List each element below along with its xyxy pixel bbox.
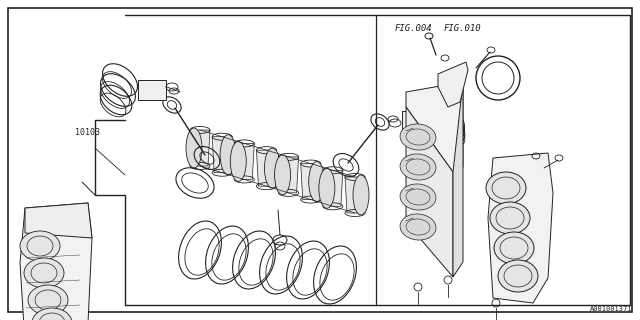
Ellipse shape [220,135,236,175]
Text: 10103: 10103 [75,128,100,137]
Polygon shape [488,153,553,303]
Polygon shape [453,82,463,277]
Text: FIG.004: FIG.004 [395,24,433,33]
Ellipse shape [400,184,436,210]
Ellipse shape [32,308,72,320]
Polygon shape [345,177,365,213]
Ellipse shape [319,168,335,208]
Polygon shape [278,157,299,193]
Ellipse shape [20,231,60,261]
Ellipse shape [400,214,436,240]
Polygon shape [20,203,92,320]
Polygon shape [402,111,428,129]
Ellipse shape [486,172,526,204]
Ellipse shape [400,154,436,180]
Polygon shape [138,80,166,100]
Ellipse shape [275,155,291,195]
Polygon shape [323,170,343,206]
Ellipse shape [494,232,534,264]
Ellipse shape [400,124,436,150]
Ellipse shape [353,175,369,215]
Polygon shape [406,107,453,277]
Text: FIG.010: FIG.010 [443,24,481,33]
Polygon shape [234,143,254,180]
Ellipse shape [490,202,530,234]
Polygon shape [257,150,276,186]
Polygon shape [301,164,321,200]
Ellipse shape [186,128,202,168]
Ellipse shape [230,141,246,181]
Text: A001001371: A001001371 [589,306,632,312]
Polygon shape [212,137,232,173]
Ellipse shape [24,258,64,288]
Polygon shape [406,82,463,172]
Polygon shape [190,130,210,166]
Polygon shape [438,62,468,107]
Polygon shape [25,203,92,238]
Ellipse shape [264,148,280,188]
Ellipse shape [498,260,538,292]
Ellipse shape [308,162,324,202]
Ellipse shape [28,285,68,315]
